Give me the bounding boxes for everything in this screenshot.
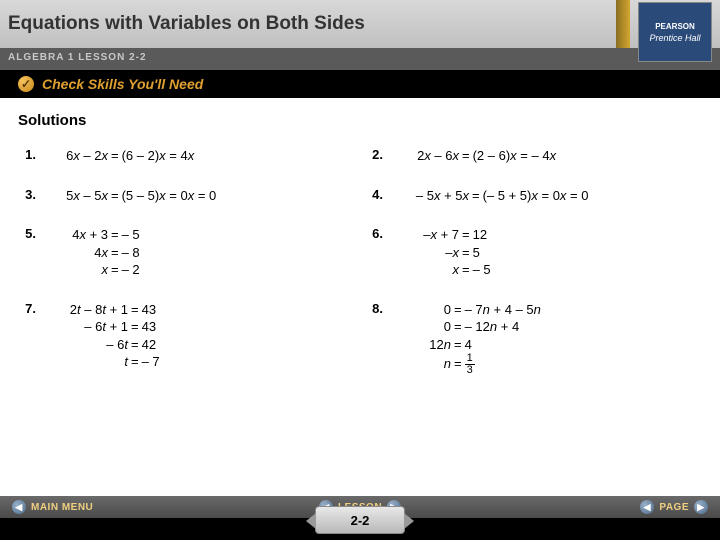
check-icon: ✓ [18, 76, 34, 92]
main-menu-button[interactable]: ◀ MAIN MENU [12, 500, 93, 514]
logo-bottom-text: Prentice Hall [649, 33, 700, 43]
problem: 6. –x + 7=12–x=5x=– 5 [365, 226, 702, 279]
problem: 2. 2x – 6x=(2 – 6)x = – 4x [365, 147, 702, 165]
equation-line: – 6t + 1=43 [44, 318, 160, 336]
equation-line: x=– 5 [391, 261, 491, 279]
equation-line: 2t – 8t + 1=43 [44, 301, 160, 319]
equation-line: x=– 2 [44, 261, 140, 279]
content-area: Solutions 1. 6x – 2x=(6 – 2)x = 4x 2. 2x – … [0, 98, 720, 496]
equation-line: – 5x + 5x=(– 5 + 5)x = 0x = 0 [391, 187, 588, 205]
problem-number: 2. [365, 147, 383, 165]
gold-accent [616, 0, 630, 48]
equation-line: 2x – 6x=(2 – 6)x = – 4x [391, 147, 556, 165]
header: Equations with Variables on Both Sides P… [0, 0, 720, 48]
problem: 5. 4x + 3=– 54x=– 8x=– 2 [18, 226, 355, 279]
equation-line: 5x – 5x=(5 – 5)x = 0x = 0 [44, 187, 216, 205]
equation-line: 0=– 7n + 4 – 5n [391, 301, 541, 319]
page-button[interactable]: ◀ PAGE ▶ [640, 500, 708, 514]
lesson-subheader: ALGEBRA 1 LESSON 2-2 [0, 48, 720, 70]
problem-number: 6. [365, 226, 383, 279]
problem: 8. 0=– 7n + 4 – 5n0=– 12n + 412n=4n=13 [365, 301, 702, 377]
problem: 4. – 5x + 5x=(– 5 + 5)x = 0x = 0 [365, 187, 702, 205]
publisher-logo: PEARSON Prentice Hall [638, 2, 712, 62]
problem-number: 7. [18, 301, 36, 377]
problem: 3. 5x – 5x=(5 – 5)x = 0x = 0 [18, 187, 355, 205]
page-title: Equations with Variables on Both Sides [8, 13, 712, 35]
equation-line: 4x=– 8 [44, 244, 140, 262]
problem-number: 4. [365, 187, 383, 205]
footer: ◀ MAIN MENU ◀ LESSON ▶ ◀ PAGE ▶ 2-2 [0, 496, 720, 540]
equation-line: n=13 [391, 353, 541, 376]
problem: 1. 6x – 2x=(6 – 2)x = 4x [18, 147, 355, 165]
main-menu-label: MAIN MENU [31, 502, 93, 513]
skills-label: Check Skills You'll Need [42, 76, 203, 92]
lesson-number-tab[interactable]: 2-2 [315, 506, 405, 534]
solutions-heading: Solutions [18, 112, 702, 129]
equation-line: 6x – 2x=(6 – 2)x = 4x [44, 147, 194, 165]
arrow-left-icon: ◀ [12, 500, 26, 514]
problems-grid: 1. 6x – 2x=(6 – 2)x = 4x 2. 2x – 6x=(2 – 6)… [18, 147, 702, 376]
problem-number: 5. [18, 226, 36, 279]
equation-line: –x + 7=12 [391, 226, 491, 244]
equation-line: t=– 7 [44, 353, 160, 371]
problem-number: 1. [18, 147, 36, 165]
equation-line: – 6t=42 [44, 336, 160, 354]
problem-number: 8. [365, 301, 383, 377]
page-label: PAGE [659, 502, 689, 513]
problem: 7. 2t – 8t + 1=43– 6t + 1=43– 6t=42t=– 7 [18, 301, 355, 377]
equation-line: 0=– 12n + 4 [391, 318, 541, 336]
skills-bar: ✓ Check Skills You'll Need [0, 70, 720, 98]
logo-top-text: PEARSON [655, 22, 695, 31]
equation-line: 12n=4 [391, 336, 541, 354]
problem-number: 3. [18, 187, 36, 205]
equation-line: 4x + 3=– 5 [44, 226, 140, 244]
arrow-left-icon: ◀ [640, 500, 654, 514]
arrow-right-icon: ▶ [694, 500, 708, 514]
equation-line: –x=5 [391, 244, 491, 262]
